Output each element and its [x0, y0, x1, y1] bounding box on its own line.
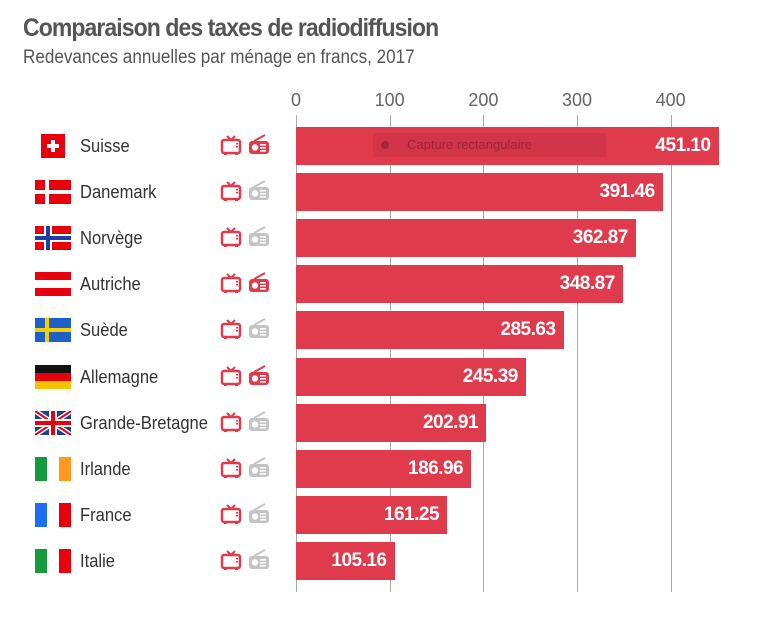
bar: 362.87 [296, 219, 636, 258]
record-dot-icon [381, 141, 389, 149]
radio-icon [248, 134, 270, 156]
radio-icon [248, 272, 270, 294]
country-label: Irlande [80, 458, 131, 479]
value-label: 362.87 [572, 227, 629, 249]
radio-icon [248, 456, 270, 479]
tick-label: 100 [374, 90, 405, 110]
gridline [670, 115, 672, 592]
tv-icon [220, 226, 242, 248]
tick-label: 400 [655, 90, 686, 110]
radio-icon [248, 180, 270, 202]
gridline [389, 115, 391, 592]
tick-label: 0 [290, 90, 302, 110]
tv-icon [220, 457, 242, 479]
chart-title: Comparaison des taxes de radiodiffusion [23, 14, 439, 42]
chart-subtitle: Redevances annuelles par ménage en franc… [23, 47, 415, 68]
tick-label: 200 [468, 90, 499, 110]
bar: 161.25 [296, 495, 448, 534]
flag-ch-icon [35, 134, 71, 158]
bar: 186.96 [296, 449, 472, 488]
value-label: 105.16 [331, 549, 387, 571]
bar: 202.91 [296, 403, 487, 442]
bar: 391.46 [296, 173, 663, 212]
flag-ie-icon [35, 456, 71, 481]
value-label: 161.25 [383, 503, 440, 525]
flag-fr-icon [35, 502, 71, 527]
flag-at-icon [35, 272, 71, 297]
overlay-label: Capture rectangulaire [407, 137, 533, 152]
radio-icon [248, 549, 270, 571]
country-label: Allemagne [80, 366, 159, 387]
flag-dk-icon [35, 180, 71, 205]
flag-no-icon [35, 226, 71, 251]
value-label: 245.39 [462, 365, 519, 387]
value-label: 285.63 [500, 319, 556, 341]
capture-overlay: Capture rectangulaire [373, 133, 606, 157]
flag-de-icon [35, 364, 71, 389]
value-label: 451.10 [655, 135, 711, 156]
country-label: Italie [80, 550, 115, 571]
bar: 285.63 [296, 311, 564, 350]
tv-icon [220, 365, 242, 387]
gridline [483, 115, 485, 592]
bar: 105.16 [296, 541, 395, 580]
flag-se-icon [35, 318, 71, 343]
flag-gb-icon [33, 408, 73, 437]
value-label: 348.87 [559, 273, 616, 295]
tv-icon [220, 411, 242, 433]
radio-icon [248, 226, 270, 248]
value-label: 186.96 [408, 457, 464, 479]
radio-icon [248, 318, 270, 340]
country-label: Suisse [80, 136, 130, 156]
tick-label: 300 [561, 90, 593, 110]
tv-icon [220, 549, 242, 571]
tv-icon [220, 272, 242, 294]
country-label: Norvège [80, 228, 143, 249]
country-label: Autriche [80, 274, 141, 295]
gridline [577, 115, 578, 592]
radio-icon [248, 502, 270, 525]
radio-icon [248, 364, 270, 387]
tv-icon [220, 318, 242, 340]
gridline [296, 115, 297, 592]
value-label: 202.91 [422, 411, 479, 433]
radio-icon [248, 410, 270, 433]
tv-icon [220, 134, 242, 156]
country-label: France [80, 504, 132, 525]
country-label: Grande-Bretagne [80, 412, 208, 433]
country-label: Suède [80, 320, 128, 341]
flag-it-icon [35, 548, 71, 573]
tv-icon [220, 503, 242, 525]
bar: 245.39 [296, 357, 526, 396]
bar: 348.87 [296, 265, 623, 304]
tv-icon [220, 180, 242, 202]
country-label: Danemark [80, 182, 157, 203]
value-label: 391.46 [599, 181, 656, 203]
